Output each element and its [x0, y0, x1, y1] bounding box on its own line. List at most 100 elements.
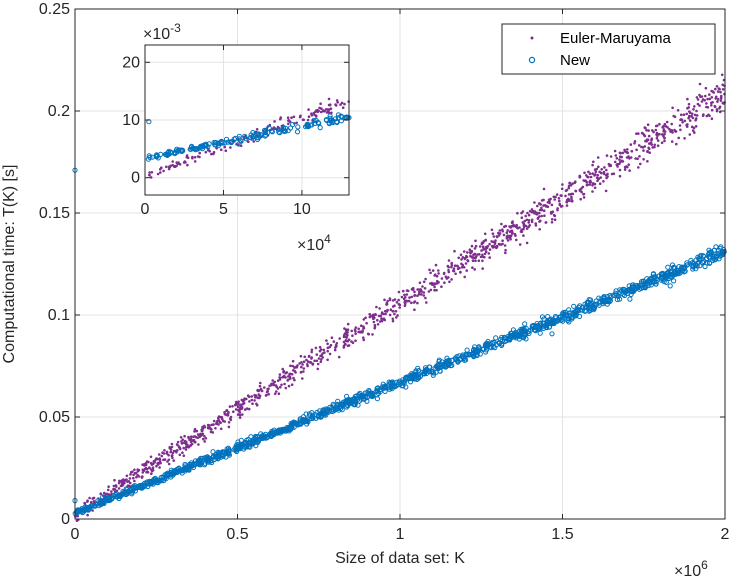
main-point-new [437, 368, 443, 374]
main-point-euler-maruyama [91, 497, 94, 500]
inset-point-new [228, 139, 234, 146]
main-point-euler-maruyama [452, 267, 456, 270]
inset-point-euler-maruyama [229, 146, 232, 149]
main-point-euler-maruyama [713, 105, 717, 109]
inset-point-new [276, 129, 282, 135]
main-point-euler-maruyama [564, 189, 568, 193]
inset-point-euler-maruyama [314, 114, 318, 117]
main-point-euler-maruyama [574, 189, 577, 193]
main-point-euler-maruyama [319, 360, 323, 364]
main-point-euler-maruyama [384, 312, 387, 316]
main-point-euler-maruyama [222, 419, 225, 423]
inset-point-euler-maruyama [148, 173, 151, 177]
inset-point-euler-maruyama [168, 165, 172, 169]
main-point-euler-maruyama [240, 406, 243, 410]
main-point-euler-maruyama [704, 86, 708, 90]
main-point-euler-maruyama [294, 365, 297, 369]
main-y-tick-label: 0.2 [48, 103, 70, 120]
main-point-euler-maruyama [457, 256, 461, 260]
main-point-euler-maruyama [609, 164, 613, 167]
main-point-euler-maruyama [141, 468, 145, 472]
main-point-new [323, 412, 329, 418]
main-point-new [537, 330, 543, 336]
main-point-euler-maruyama [679, 113, 683, 117]
inset-ticks: 0 5 10 0 10 20 [122, 45, 349, 218]
inset-point-new [173, 148, 179, 154]
main-point-euler-maruyama [550, 203, 554, 207]
main-point-new [430, 372, 436, 378]
main-point-euler-maruyama [662, 124, 665, 128]
main-point-new [482, 342, 488, 348]
main-point-euler-maruyama [242, 401, 246, 405]
main-point-euler-maruyama [193, 427, 197, 431]
main-point-euler-maruyama [234, 400, 238, 404]
main-point-new [402, 378, 408, 384]
main-point-new [261, 433, 267, 439]
main-point-euler-maruyama [671, 131, 674, 134]
main-point-euler-maruyama [593, 168, 597, 171]
main-point-euler-maruyama [333, 348, 337, 352]
main-point-euler-maruyama [497, 234, 501, 237]
main-point-euler-maruyama [424, 296, 427, 300]
main-point-euler-maruyama [710, 104, 713, 107]
main-point-new [633, 283, 639, 289]
main-point-new [548, 316, 554, 322]
main-point-euler-maruyama [687, 102, 691, 106]
main-point-euler-maruyama [687, 106, 690, 109]
main-point-euler-maruyama [645, 138, 649, 141]
main-point-euler-maruyama [133, 471, 137, 475]
main-point-euler-maruyama [669, 129, 673, 132]
inset-point-new [222, 140, 228, 146]
main-point-new [607, 292, 613, 299]
main-point-new [431, 370, 437, 376]
inset-point-new [258, 133, 264, 139]
main-point-new [253, 437, 259, 443]
main-point-euler-maruyama [187, 436, 190, 440]
main-point-euler-maruyama [579, 197, 582, 201]
main-point-euler-maruyama [459, 271, 462, 274]
main-point-euler-maruyama [391, 319, 395, 323]
main-point-euler-maruyama [531, 210, 535, 213]
main-point-new [306, 411, 313, 417]
main-point-euler-maruyama [461, 255, 465, 259]
main-point-euler-maruyama [378, 320, 382, 323]
main-point-euler-maruyama [559, 205, 563, 208]
main-point-euler-maruyama [241, 413, 244, 416]
main-point-euler-maruyama [570, 199, 573, 203]
main-point-euler-maruyama [623, 168, 627, 171]
main-point-euler-maruyama [420, 293, 423, 296]
main-point-euler-maruyama [613, 149, 617, 153]
inset-point-euler-maruyama [156, 172, 160, 176]
main-point-euler-maruyama [527, 219, 531, 222]
main-point-new [499, 341, 505, 347]
main-point-euler-maruyama [146, 470, 149, 474]
main-point-euler-maruyama [378, 307, 381, 310]
main-point-euler-maruyama [203, 425, 207, 429]
main-point-euler-maruyama [586, 175, 589, 179]
main-point-euler-maruyama [561, 183, 564, 186]
main-point-new [573, 313, 579, 319]
main-point-new [248, 434, 254, 440]
main-point-euler-maruyama [214, 427, 217, 430]
main-point-new [700, 253, 707, 259]
main-point-new [337, 404, 343, 410]
main-point-euler-maruyama [203, 434, 206, 438]
main-point-euler-maruyama [466, 259, 470, 263]
main-point-euler-maruyama [386, 299, 390, 303]
main-point-euler-maruyama [592, 160, 595, 164]
main-point-euler-maruyama [151, 466, 155, 470]
main-point-euler-maruyama [605, 154, 609, 157]
main-point-euler-maruyama [450, 278, 453, 281]
main-point-euler-maruyama [311, 362, 315, 366]
main-point-euler-maruyama [456, 267, 460, 271]
main-point-euler-maruyama [346, 331, 349, 334]
main-point-euler-maruyama [175, 443, 179, 446]
main-point-euler-maruyama [320, 358, 323, 361]
main-point-new [374, 385, 380, 392]
main-point-euler-maruyama [693, 113, 697, 117]
main-point-euler-maruyama [328, 352, 332, 356]
main-point-euler-maruyama [494, 239, 497, 242]
main-point-euler-maruyama [372, 317, 375, 321]
main-point-euler-maruyama [694, 125, 698, 128]
main-point-euler-maruyama [158, 457, 161, 460]
